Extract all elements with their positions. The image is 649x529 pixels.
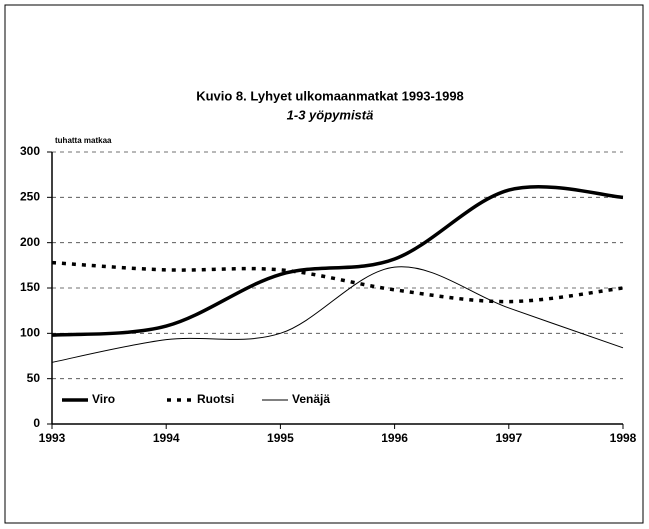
- y-tick-label: 0: [33, 416, 40, 430]
- chart-title: Kuvio 8. Lyhyet ulkomaanmatkat 1993-1998: [196, 88, 464, 103]
- legend-label: Venäjä: [292, 392, 330, 406]
- chart-subtitle: 1-3 yöpymistä: [287, 107, 374, 122]
- y-axis-label: tuhatta matkaa: [55, 136, 112, 145]
- y-tick-label: 50: [27, 371, 41, 385]
- x-tick-label: 1995: [267, 431, 294, 445]
- y-tick-label: 150: [20, 280, 40, 294]
- x-tick-label: 1994: [153, 431, 180, 445]
- series-line: [51, 185, 624, 337]
- x-tick-label: 1993: [39, 431, 66, 445]
- y-tick-label: 250: [20, 190, 40, 204]
- series-line: [51, 266, 624, 363]
- series-line: [51, 260, 624, 304]
- legend-label: Viro: [92, 392, 115, 406]
- y-tick-label: 300: [20, 144, 40, 158]
- x-tick-label: 1996: [381, 431, 408, 445]
- x-tick-label: 1997: [495, 431, 522, 445]
- y-tick-label: 100: [20, 326, 40, 340]
- x-tick-label: 1998: [610, 431, 637, 445]
- legend-label: Ruotsi: [197, 392, 234, 406]
- y-tick-label: 200: [20, 235, 40, 249]
- frame: [4, 4, 644, 524]
